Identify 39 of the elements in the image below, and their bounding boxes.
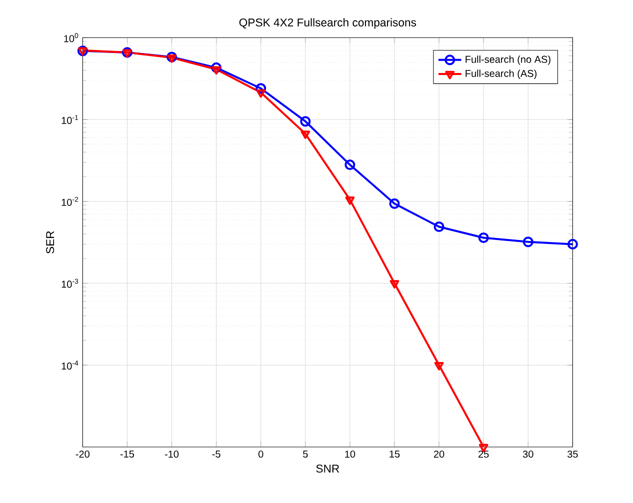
y-tick-label: 10$^{-3}$ <box>62 278 78 288</box>
x-tick-label: 10 <box>345 450 356 458</box>
x-axis-title: SNR <box>316 464 340 473</box>
point <box>212 66 221 75</box>
point <box>256 83 266 94</box>
y-tick-label: 10$^{-4}$ <box>62 360 78 370</box>
legend-label: Full-search (no AS) <box>466 56 550 65</box>
x-tick-label: 5 <box>303 450 308 458</box>
y-tick-label: 10$^{-2}$ <box>62 196 78 206</box>
point <box>434 221 444 232</box>
point <box>434 362 444 370</box>
point <box>478 232 489 243</box>
y-axis-title: SER <box>46 231 54 254</box>
point <box>522 236 534 248</box>
point <box>300 130 310 140</box>
y-tick-label: 10$^{0}$ <box>64 33 78 42</box>
point <box>166 52 178 62</box>
point <box>567 238 578 250</box>
point <box>211 62 222 73</box>
x-tick-label: -20 <box>76 450 90 458</box>
point <box>390 280 400 289</box>
x-tick-label: -10 <box>164 450 179 458</box>
point <box>167 54 176 63</box>
point <box>344 160 356 170</box>
point <box>345 196 355 205</box>
point <box>389 198 400 209</box>
legend-label: Full-search (AS) <box>466 70 536 79</box>
x-tick-label: 30 <box>522 450 534 458</box>
x-tick-label: -5 <box>212 450 220 458</box>
x-tick-label: 25 <box>478 450 489 458</box>
x-tick-label: 15 <box>390 450 400 458</box>
y-tick-label: 10$^{-1}$ <box>62 115 78 124</box>
point <box>256 89 266 98</box>
x-tick-label: 0 <box>258 450 264 458</box>
chart-title: QPSK 4X2 Fullsearch comparisons <box>239 18 416 29</box>
x-tick-label: -15 <box>120 450 134 458</box>
x-tick-label: 20 <box>434 450 444 458</box>
point <box>300 116 311 127</box>
x-tick-label: 35 <box>567 450 578 458</box>
